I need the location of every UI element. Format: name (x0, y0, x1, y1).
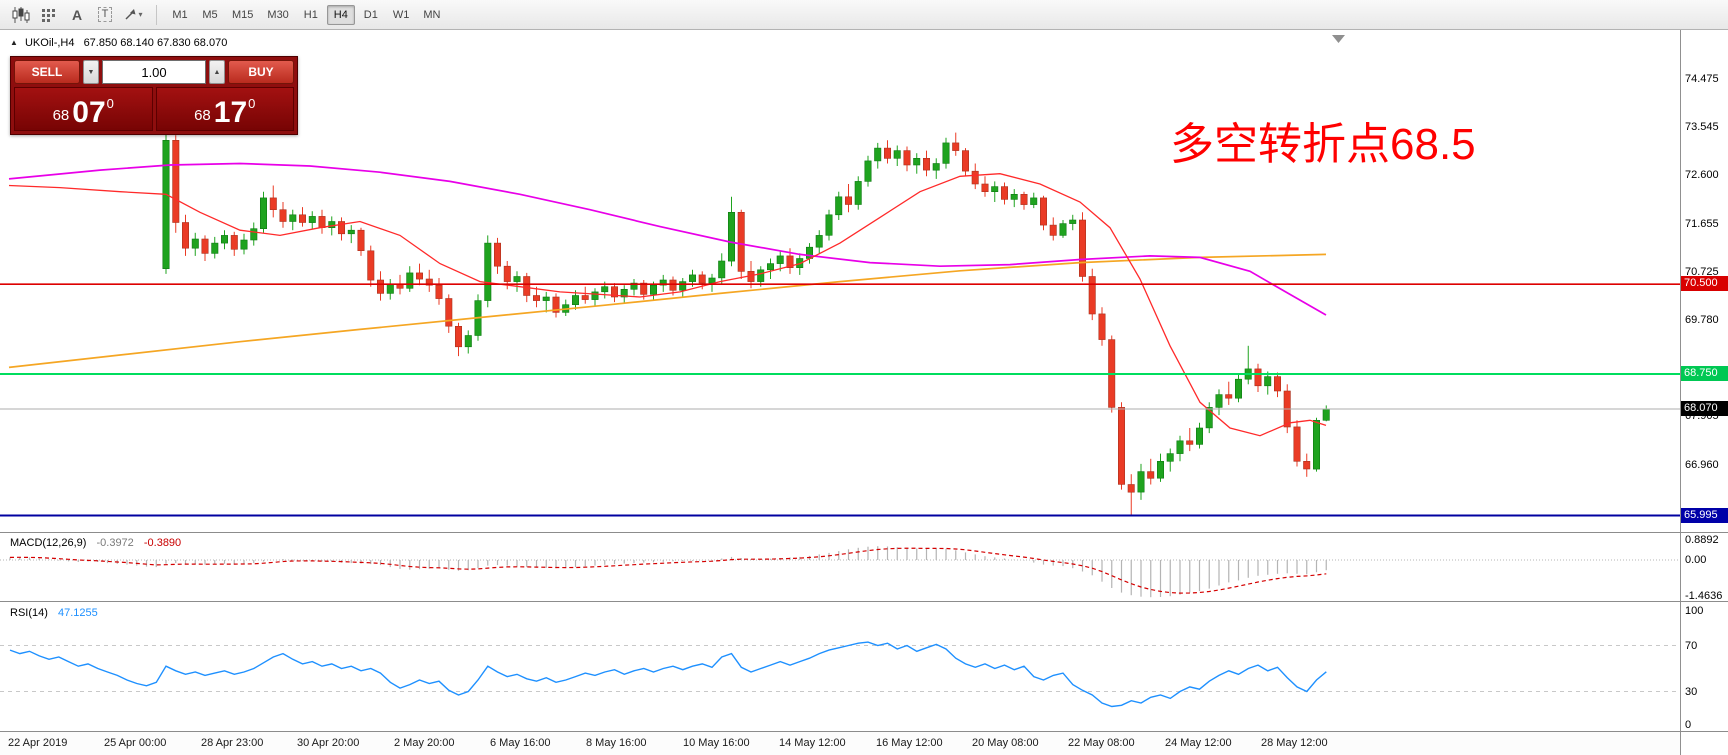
price-tick-label: 72.600 (1685, 169, 1719, 181)
bid-whole: 68 (52, 107, 70, 124)
timeframe-button-m1[interactable]: M1 (172, 8, 188, 21)
time-axis-label: 20 May 08:00 (972, 737, 1039, 749)
timeframe-button-h4[interactable]: H4 (326, 4, 355, 25)
macd-panel-canvas[interactable] (0, 532, 1680, 601)
arrow-icon (125, 8, 136, 20)
macd-name: MACD(12,26,9) (10, 537, 87, 549)
price-tick-label: 71.655 (1685, 218, 1719, 230)
chart-annotation-text: 多空转折点68.5 (1170, 120, 1476, 169)
macd-axis-label: -1.4636 (1685, 590, 1723, 602)
rsi-panel-canvas[interactable] (0, 601, 1680, 731)
macd-main-value: -0.3972 (96, 537, 134, 549)
time-axis-label: 22 May 08:00 (1068, 737, 1135, 749)
chart-type-icon[interactable] (8, 4, 34, 26)
ask-whole: 68 (194, 107, 211, 124)
time-axis-label: 8 May 16:00 (586, 737, 647, 749)
rsi-name: RSI(14) (10, 607, 48, 619)
rsi-value: 47.1255 (57, 607, 98, 619)
one-click-panel-toggle[interactable]: ▲ (10, 38, 18, 47)
time-axis-label: 30 Apr 20:00 (297, 737, 360, 749)
main-toolbar: A T ▾ M1 M5 M15 M30 H1 H4 D1 W1 MN (0, 0, 1728, 30)
volume-dropdown-button[interactable]: ▼ (83, 60, 99, 84)
price-tick-label: 69.780 (1685, 314, 1719, 326)
timeframe-button-mn[interactable]: MN (423, 8, 441, 21)
bid-price-display[interactable]: 68 07 0 (14, 87, 153, 131)
caret-down-icon: ▼ (87, 68, 95, 76)
timeframe-button-m5[interactable]: M5 (202, 8, 218, 21)
rsi-axis-label: 0 (1685, 719, 1692, 731)
timeframe-bar: M1 M5 M15 M30 H1 H4 D1 W1 MN (165, 4, 447, 25)
time-axis-label: 24 May 12:00 (1165, 737, 1232, 749)
price-tick-label: 73.545 (1685, 121, 1719, 133)
time-axis-label: 10 May 16:00 (683, 737, 750, 749)
ohlc-values: 67.850 68.140 67.830 68.070 (83, 37, 228, 49)
timeframe-button-w1[interactable]: W1 (392, 8, 410, 21)
time-axis-label: 28 May 12:00 (1261, 737, 1328, 749)
price-tick-label: 66.960 (1685, 459, 1719, 471)
sell-button[interactable]: SELL (14, 60, 80, 84)
volume-input[interactable] (102, 60, 206, 84)
one-click-trading-panel: SELL ▼ ▲ BUY 68 07 0 68 17 0 (10, 56, 298, 135)
bid-point: 0 (106, 96, 114, 111)
caret-up-icon: ▲ (213, 68, 221, 76)
macd-label: MACD(12,26,9) -0.3972 -0.3890 (10, 537, 181, 549)
rsi-axis-label: 70 (1685, 640, 1698, 652)
macd-axis-label: 0.8892 (1685, 534, 1719, 546)
price-tick-label: 74.475 (1685, 73, 1719, 85)
trade-prices-row: 68 07 0 68 17 0 (14, 87, 294, 131)
time-axis-label: 28 Apr 23:00 (201, 737, 264, 749)
candlestick-icon (12, 6, 30, 23)
rsi-axis-label: 100 (1685, 605, 1704, 617)
main-chart-canvas[interactable] (0, 30, 1680, 532)
rsi-label: RSI(14) 47.1255 (10, 607, 98, 619)
ask-point: 0 (248, 96, 256, 111)
ask-pips: 17 (213, 96, 248, 129)
bid-pips: 07 (72, 96, 106, 129)
symbol-period-label: UKOil-,H4 (24, 37, 75, 49)
indicator-list-icon[interactable] (36, 4, 62, 26)
text-label-tool-button[interactable]: T (92, 4, 118, 26)
timeframe-button-d1[interactable]: D1 (363, 8, 378, 21)
time-axis-label: 2 May 20:00 (394, 737, 455, 749)
arrow-tools-button[interactable]: ▾ (120, 4, 146, 26)
text-tool-button[interactable]: A (64, 4, 90, 26)
rsi-axis-label: 30 (1685, 686, 1698, 698)
grid-icon (42, 8, 55, 22)
timeframe-button-h1[interactable]: H1 (303, 8, 318, 21)
price-axis[interactable] (1680, 30, 1728, 755)
text-tool-icon: A (71, 6, 83, 23)
time-axis[interactable] (0, 732, 1680, 755)
toolbar-separator (156, 4, 157, 25)
time-axis-label: 16 May 12:00 (876, 737, 943, 749)
time-axis-label: 14 May 12:00 (779, 737, 846, 749)
rsi-panel-separator[interactable] (0, 601, 1728, 602)
time-axis-label: 22 Apr 2019 (8, 737, 68, 749)
macd-signal-value: -0.3890 (143, 537, 182, 549)
volume-increase-button[interactable]: ▲ (209, 60, 225, 84)
timeframe-button-m15[interactable]: M15 (232, 8, 254, 21)
trade-controls-row: SELL ▼ ▲ BUY (14, 60, 294, 84)
macd-panel-separator[interactable] (0, 532, 1728, 533)
time-axis-label: 25 Apr 00:00 (104, 737, 167, 749)
chevron-down-icon: ▾ (138, 10, 143, 19)
time-axis-label: 6 May 16:00 (490, 737, 551, 749)
text-label-icon: T (97, 7, 113, 22)
price-level-tag: 65.995 (1681, 508, 1728, 523)
time-axis-separator (0, 731, 1728, 732)
ask-price-display[interactable]: 68 17 0 (155, 87, 294, 131)
price-level-tag: 68.750 (1681, 366, 1728, 381)
macd-axis-label: 0.00 (1685, 554, 1707, 566)
price-tick-label: 70.725 (1685, 266, 1719, 278)
price-level-tag: 70.500 (1681, 276, 1728, 291)
buy-button[interactable]: BUY (228, 60, 294, 84)
timeframe-button-m30[interactable]: M30 (267, 8, 289, 21)
chart-title: ▲ UKOil-,H4 67.850 68.140 67.830 68.070 (10, 37, 227, 49)
price-level-tag: 68.070 (1681, 401, 1728, 416)
